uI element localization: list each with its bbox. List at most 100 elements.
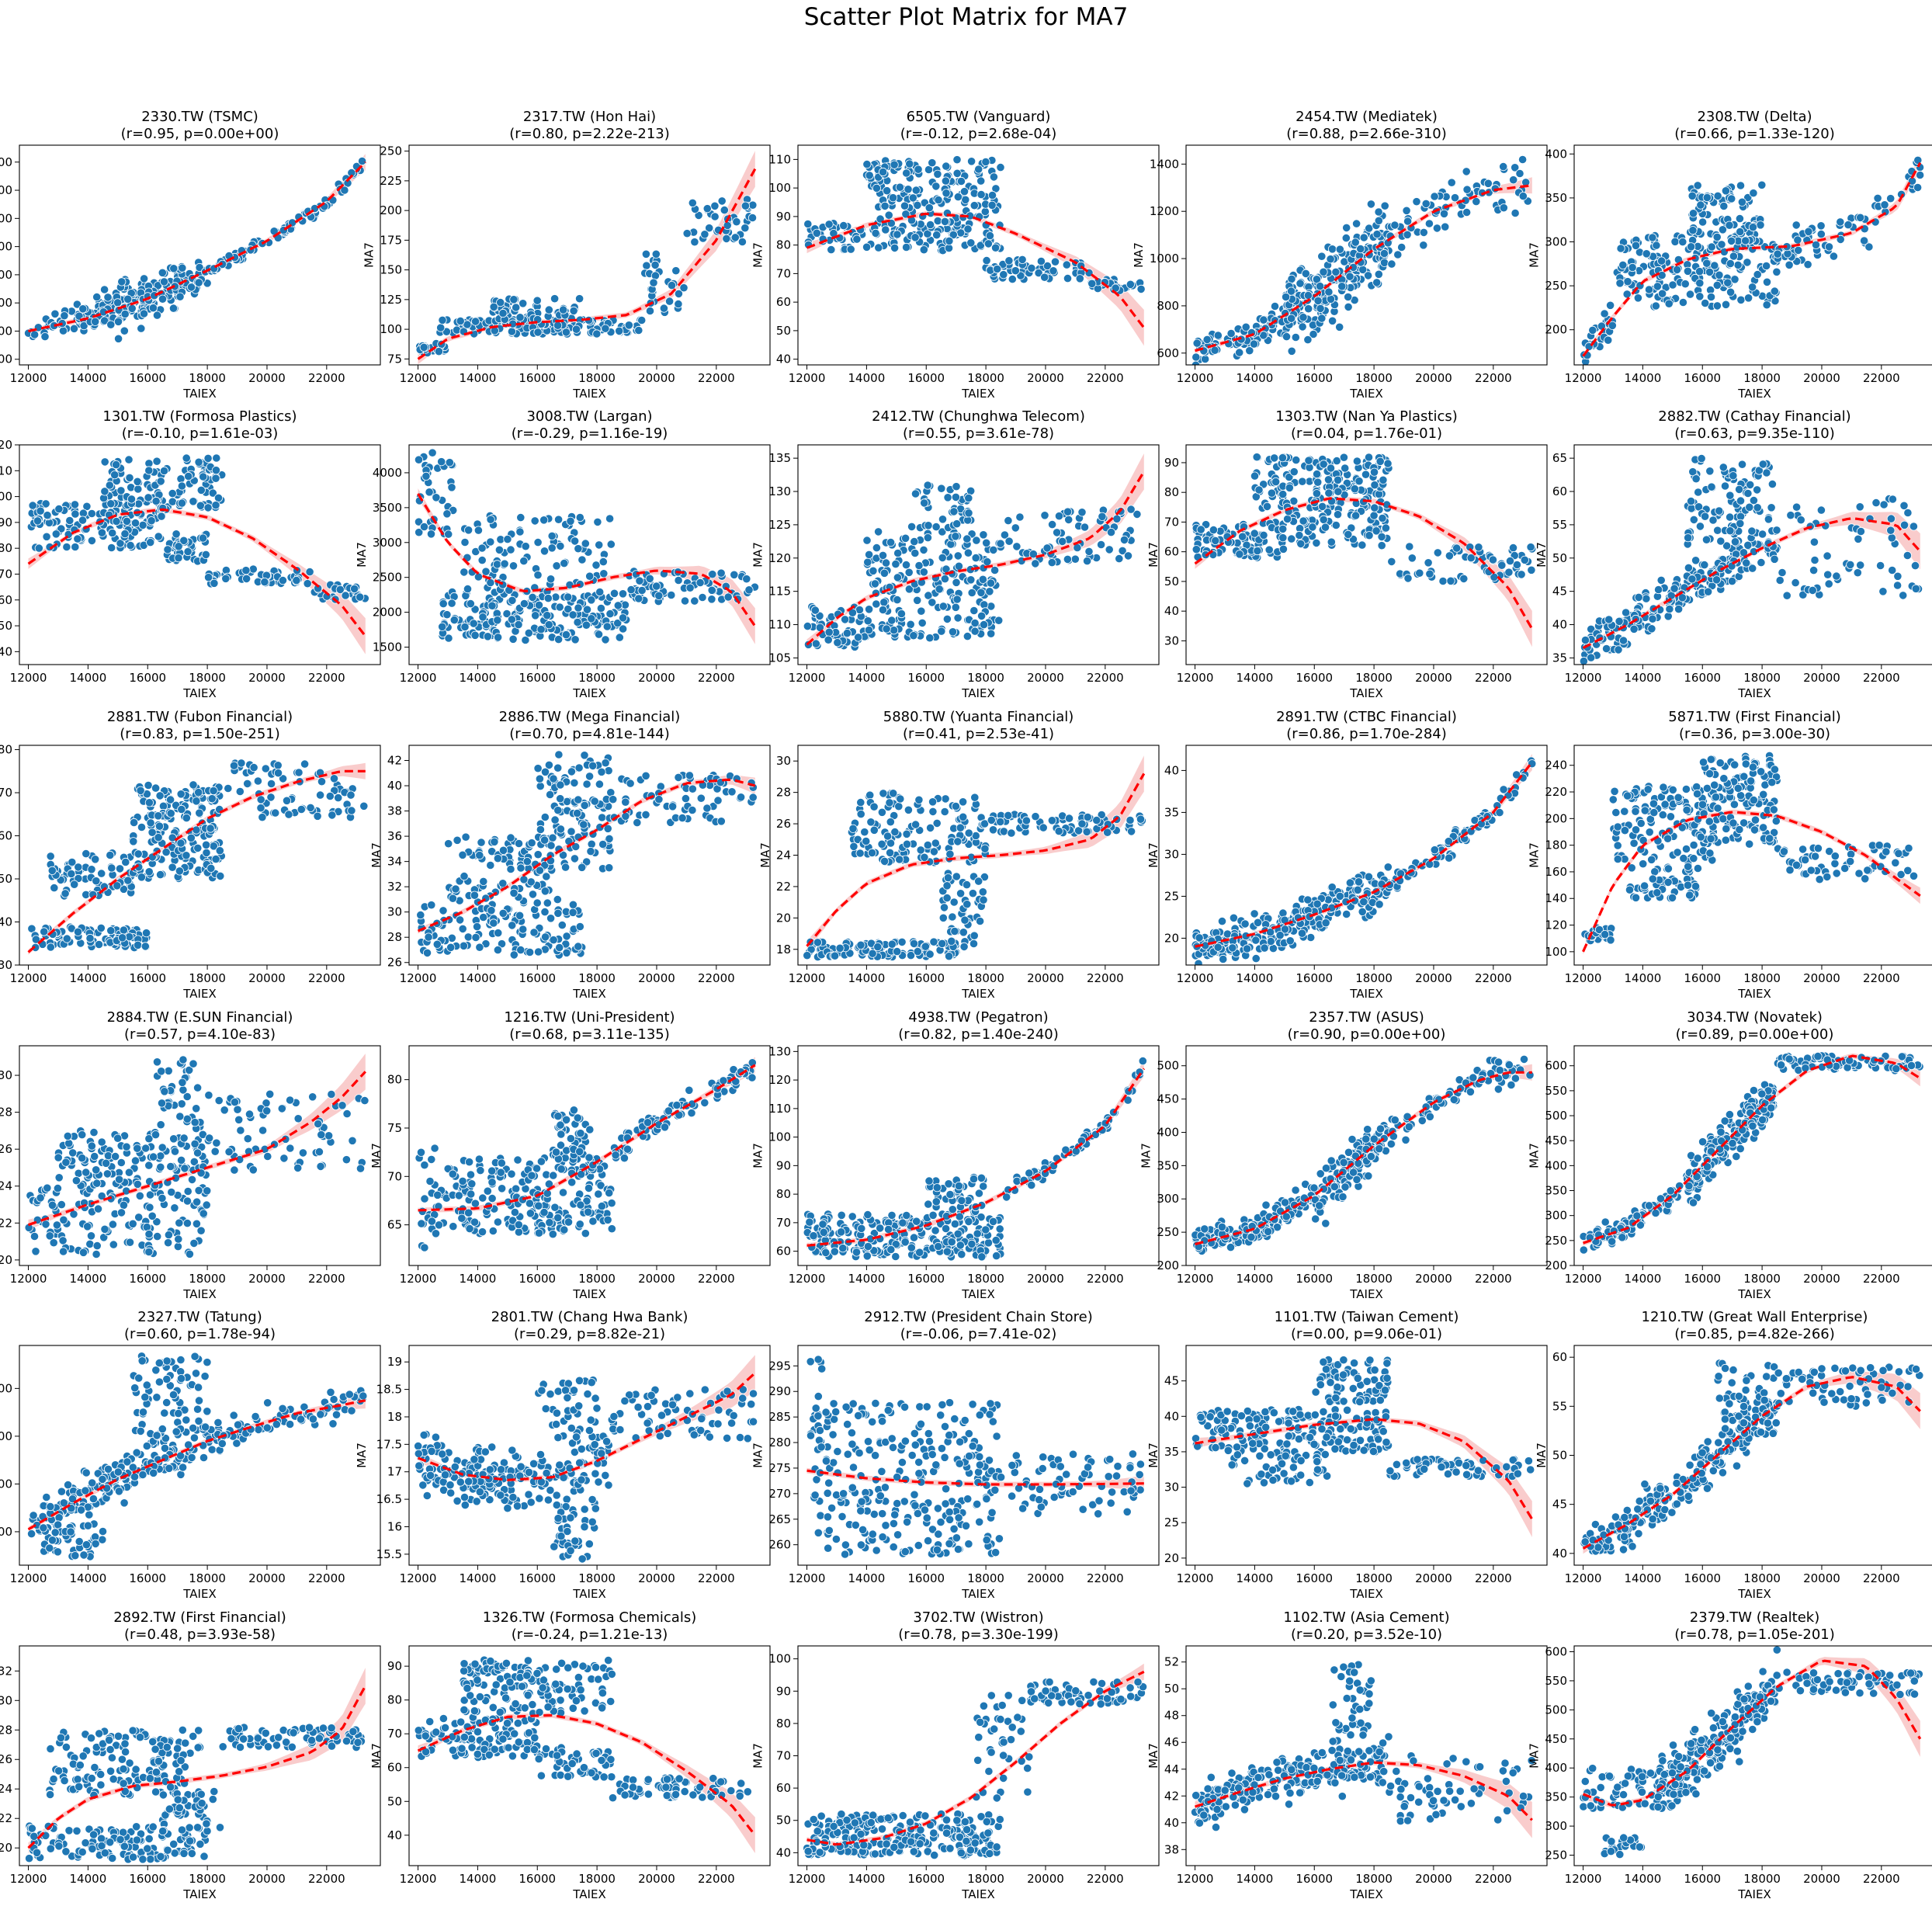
data-point: [1312, 489, 1322, 498]
data-point: [913, 595, 922, 605]
data-point: [215, 846, 224, 856]
axes-frame: [19, 444, 381, 665]
data-point: [546, 914, 556, 923]
data-point: [540, 767, 550, 776]
data-point: [824, 627, 834, 637]
x-tick-label: 12000: [400, 671, 437, 685]
y-tick-label: 350: [1545, 191, 1567, 205]
data-point: [1696, 200, 1705, 210]
subplot-title: 2308.TW (Delta): [1697, 109, 1812, 125]
data-point: [1278, 489, 1288, 499]
data-point: [544, 305, 553, 314]
data-point: [564, 592, 573, 602]
data-point: [1746, 480, 1755, 490]
data-point: [508, 595, 517, 606]
data-point: [865, 550, 874, 560]
data-point: [106, 850, 115, 860]
scatter-points: [803, 481, 1142, 651]
subplot-title: 2330.TW (TSMC): [141, 109, 258, 125]
y-tick-label: 250: [380, 144, 402, 158]
data-point: [1282, 292, 1291, 302]
data-point: [884, 210, 893, 220]
data-point: [1319, 267, 1328, 276]
data-point: [1259, 315, 1268, 325]
data-point: [1015, 512, 1025, 522]
data-point: [1729, 252, 1738, 261]
data-point: [710, 212, 720, 221]
data-point: [100, 487, 109, 496]
data-point: [1319, 515, 1328, 525]
x-tick-label: 16000: [1684, 371, 1721, 385]
data-point: [839, 220, 848, 231]
x-tick-label: 20000: [1803, 671, 1840, 685]
data-point: [133, 477, 142, 486]
data-point: [1588, 325, 1597, 335]
data-point: [137, 822, 147, 832]
data-point: [695, 578, 705, 588]
plot-area: [803, 453, 1146, 651]
data-point: [79, 321, 88, 331]
data-point: [146, 818, 155, 828]
data-point: [1017, 556, 1026, 566]
data-point: [1515, 168, 1524, 179]
data-point: [1762, 261, 1771, 271]
data-point: [1663, 612, 1673, 621]
subplot-1: 2330.TW (TSMC)(r=0.95, p=0.00e+00)12000 1…: [0, 109, 381, 401]
data-point: [1823, 551, 1832, 561]
data-point: [1042, 261, 1053, 271]
data-point: [1695, 522, 1705, 531]
subplot-stats: (r=-0.12, p=2.68e-04): [900, 126, 1057, 142]
data-point: [678, 814, 687, 823]
data-point: [1623, 277, 1632, 286]
data-point: [113, 881, 122, 891]
data-point: [536, 825, 546, 835]
data-point: [1042, 543, 1052, 553]
axes-frame: [408, 144, 771, 366]
data-point: [177, 804, 186, 814]
data-point: [175, 866, 184, 876]
data-point: [1344, 529, 1353, 540]
data-point: [553, 515, 564, 524]
data-point: [1730, 537, 1740, 547]
data-point: [654, 795, 664, 804]
x-tick-label: 18000: [578, 971, 616, 985]
data-point: [1370, 503, 1379, 512]
data-point: [432, 493, 441, 502]
data-point: [1303, 335, 1313, 345]
data-point: [961, 195, 970, 204]
x-axis-label: TAIEX: [1737, 387, 1771, 401]
data-point: [540, 887, 550, 896]
data-point: [1474, 543, 1483, 552]
data-point: [112, 516, 121, 526]
data-point: [1753, 503, 1762, 512]
data-point: [951, 602, 960, 612]
data-point: [92, 292, 102, 302]
data-point: [1333, 510, 1343, 519]
data-point: [416, 911, 425, 920]
data-point: [1756, 220, 1765, 230]
data-point: [982, 255, 991, 266]
x-tick-label: 14000: [460, 371, 497, 385]
data-point: [1292, 455, 1301, 465]
subplot-title: 2454.TW (Mediatek): [1296, 109, 1438, 125]
data-point: [595, 587, 605, 597]
data-point: [1886, 514, 1896, 523]
data-point: [597, 813, 607, 822]
data-point: [1753, 485, 1762, 495]
data-point: [1050, 257, 1060, 266]
confidence-band: [1195, 495, 1532, 647]
data-point: [556, 794, 565, 804]
data-point: [1053, 528, 1062, 537]
data-point: [553, 895, 562, 904]
data-point: [1824, 242, 1834, 252]
y-tick-label: 40: [776, 352, 791, 366]
data-point: [1757, 180, 1767, 189]
data-point: [1018, 255, 1027, 264]
data-point: [261, 764, 270, 773]
data-point: [1816, 221, 1826, 231]
data-point: [574, 294, 584, 304]
data-point: [688, 198, 697, 207]
data-point: [942, 161, 951, 171]
data-point: [241, 566, 251, 575]
data-point: [1064, 515, 1074, 525]
